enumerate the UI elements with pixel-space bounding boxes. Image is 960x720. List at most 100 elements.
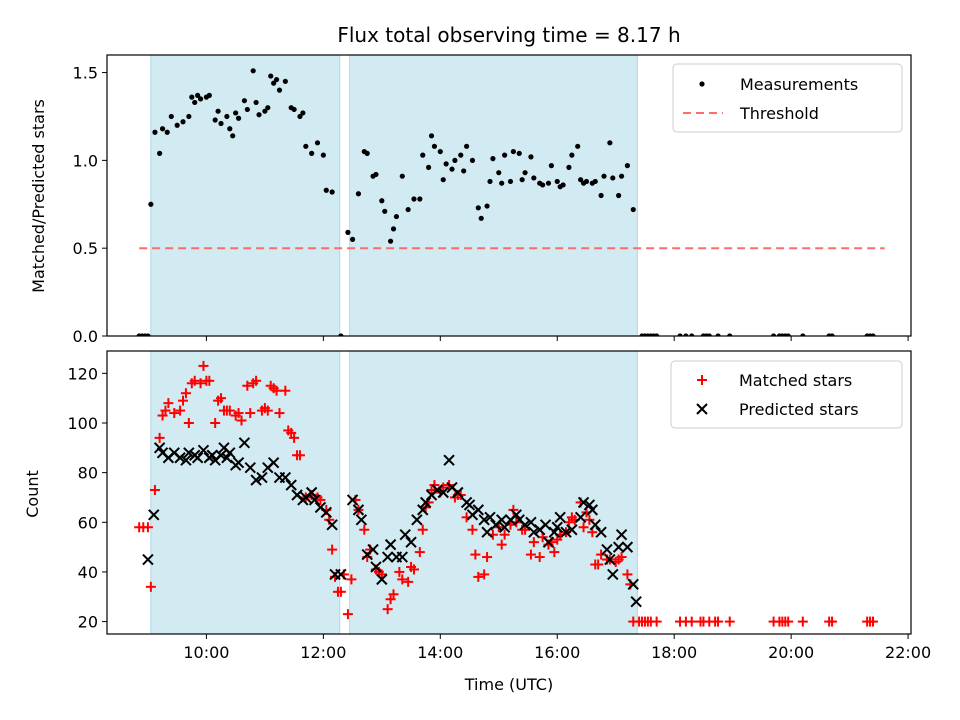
measurement-point [186,113,192,120]
measurement-point [329,189,335,195]
matched-star-point [289,432,300,443]
measurement-point [522,170,528,176]
matched-star-point [346,574,357,585]
measurement-point [531,175,537,181]
matched-star-point [479,569,490,580]
measurement-point [478,215,484,221]
matched-star-point [724,616,735,627]
predicted-star-point [320,506,332,519]
measurement-point [540,182,546,188]
measurement-point [250,68,256,74]
predicted-star-point [560,526,572,538]
bottom-legend-box [670,360,903,429]
predicted-star-point [180,454,192,466]
predicted-star-point [399,528,411,541]
matched-star-point [616,552,627,563]
measurement-point [519,177,525,183]
bottom-x-tick-label: 12:00 [300,643,346,662]
predicted-star-point [384,538,397,551]
measurement-point [253,99,259,106]
measurement-point [654,333,660,336]
matched-star-point [327,544,338,555]
predicted-star-point [551,521,563,533]
predicted-star-point [370,561,382,573]
measurement-point [583,178,590,185]
measurement-point [174,122,180,128]
measurement-point [320,152,326,158]
matched-star-point [359,524,370,535]
measurement-point [499,180,505,186]
measurement-point [387,238,394,244]
bottom-x-tick-label: 14:00 [417,643,463,662]
matched-star-point [482,552,493,563]
matched-star-point [596,549,607,560]
predicted-star-point [244,461,256,474]
matched-star-point [622,569,633,580]
measurement-point [168,113,174,120]
legend-marker-measurements [699,81,705,87]
measurement-point [496,170,502,176]
measurement-point [157,150,163,156]
bottom-x-tick-label: 20:00 [768,643,814,662]
top-legend: Measurements Threshold [672,63,903,133]
predicted-star-point [574,511,587,524]
top-y-axis-label: Matched/Predicted stars [29,99,48,293]
predicted-star-point [215,449,227,461]
matched-star-point [242,380,253,391]
measurement-point [566,164,572,170]
matched-star-point [388,589,399,600]
measurement-point [548,163,554,169]
measurement-point [282,78,288,84]
matched-star-point [251,375,262,386]
legend-label-matched: Matched stars [739,371,852,390]
predicted-star-point [411,514,423,526]
top-y-tick-label: 1.0 [73,151,98,170]
matched-star-point [236,415,247,426]
measurement-point [560,182,566,188]
matched-star-point [528,537,539,548]
matched-star-point [394,566,405,577]
matched-star-point [198,360,209,371]
measurement-point [355,191,362,197]
top-frame [106,54,912,337]
measurement-point [349,236,356,243]
measurement-point [624,163,631,169]
measurement-point [545,180,552,186]
measurement-point [516,150,522,156]
matched-star-point [827,616,838,627]
matched-star-point [335,586,346,597]
measurement-point [507,178,514,185]
measurement-point [683,333,689,336]
predicted-star-point [601,543,613,556]
predicted-star-point [437,486,449,499]
bottom-y-tick-label: 20 [78,613,98,632]
bottom-y-tick-label: 80 [78,464,98,483]
matched-star-point [783,616,794,627]
matched-star-point [382,604,393,615]
predicted-star-point [346,494,359,506]
matched-star-point [175,405,186,416]
bottom-plot-area [134,351,878,634]
bottom-x-tick-label: 10:00 [183,643,229,662]
measurement-point [610,175,616,181]
predicted-star-point [352,504,365,516]
measurement-point [345,229,351,235]
predicted-star-point [595,526,607,538]
bottom-legend: Matched stars Predicted stars [670,360,903,429]
measurement-point [314,140,321,146]
predicted-star-point [381,551,394,563]
measurement-point [616,192,622,199]
measurement-point [212,117,218,123]
matched-star-point [376,569,387,580]
predicted-star-point [542,536,555,548]
bottom-x-tick-label: 16:00 [534,643,580,662]
measurement-point [829,333,835,336]
predicted-star-point [224,447,236,459]
bottom-y-tick-label: 100 [67,414,98,433]
predicted-star-point [305,486,318,499]
measurement-point [601,173,607,179]
predicted-star-point [478,514,490,526]
measurement-point [528,154,534,160]
measurement-point [475,205,481,211]
predicted-star-point [498,521,511,533]
